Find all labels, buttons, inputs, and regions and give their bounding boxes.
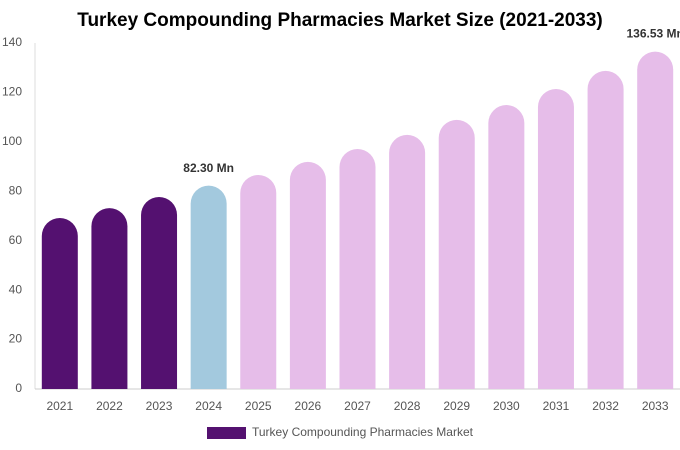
x-tick-label: 2027 [344, 399, 371, 413]
value-label: 136.53 Mn [627, 27, 680, 41]
x-tick-label: 2029 [443, 399, 470, 413]
x-tick-label: 2021 [46, 399, 73, 413]
y-tick-label: 0 [15, 381, 22, 395]
legend-swatch [207, 427, 246, 439]
bar [141, 196, 178, 389]
x-tick-label: 2023 [146, 399, 173, 413]
x-tick-label: 2031 [543, 399, 570, 413]
bar [389, 134, 426, 389]
x-tick-label: 2026 [295, 399, 322, 413]
legend-label: Turkey Compounding Pharmacies Market [252, 425, 474, 439]
x-tick-label: 2030 [493, 399, 520, 413]
y-tick-label: 60 [9, 233, 23, 247]
bar [488, 105, 525, 390]
y-tick-label: 140 [2, 35, 22, 49]
x-tick-label: 2032 [592, 399, 619, 413]
y-tick-label: 80 [9, 183, 23, 197]
bar [438, 119, 475, 389]
chart-title: Turkey Compounding Pharmacies Market Siz… [77, 10, 603, 31]
bar [637, 51, 674, 389]
y-tick-label: 20 [9, 332, 23, 346]
x-tick-label: 2028 [394, 399, 421, 413]
bar [190, 185, 227, 389]
bar [587, 70, 624, 390]
bar [339, 149, 376, 389]
x-tick-label: 2024 [195, 399, 222, 413]
value-label: 82.30 Mn [183, 161, 234, 175]
y-tick-label: 40 [9, 282, 23, 296]
x-tick-label: 2033 [642, 399, 669, 413]
x-tick-label: 2022 [96, 399, 123, 413]
y-tick-label: 100 [2, 134, 22, 148]
bar [537, 88, 574, 390]
y-tick-label: 120 [2, 85, 22, 99]
bar [91, 208, 128, 389]
bar [240, 174, 277, 389]
bar [41, 217, 78, 389]
bar [289, 161, 326, 389]
x-tick-label: 2025 [245, 399, 272, 413]
